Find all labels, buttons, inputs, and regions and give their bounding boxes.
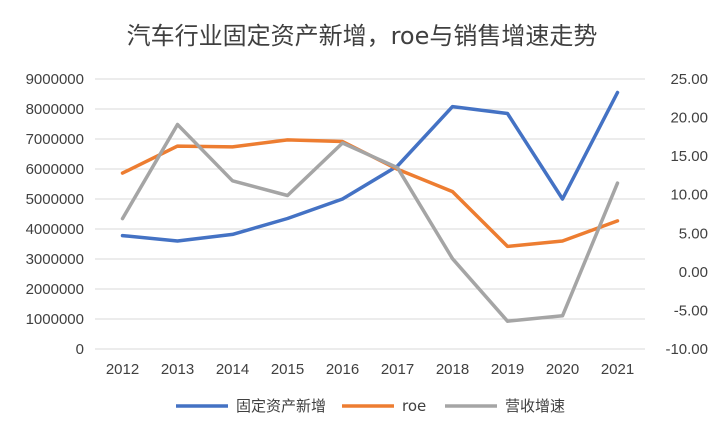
legend: 固定资产新增 roe 营收增速: [176, 397, 565, 415]
legend-label: 营收增速: [505, 397, 565, 415]
x-tick-label: 2021: [601, 361, 634, 378]
x-tick-label: 2018: [436, 361, 469, 378]
left-tick-label: 8000000: [26, 101, 84, 118]
legend-label: roe: [402, 397, 426, 415]
right-axis-ticks: -10.00 -5.00 0.00 5.00 10.00 15.00 20.00 25.00: [665, 71, 708, 358]
left-tick-label: 4000000: [26, 221, 84, 238]
left-axis-ticks: 0 1000000 2000000 3000000 4000000 5000000 6000…: [26, 71, 84, 358]
x-tick-label: 2020: [546, 361, 579, 378]
x-tick-label: 2012: [106, 361, 139, 378]
legend-item: 固定资产新增: [176, 397, 326, 415]
left-tick-label: 6000000: [26, 161, 84, 178]
left-tick-label: 5000000: [26, 191, 84, 208]
legend-item: roe: [342, 397, 426, 415]
legend-label: 固定资产新增: [236, 397, 326, 415]
series-lines: [120, 90, 620, 323]
right-tick-label: 15.00: [670, 148, 708, 165]
x-tick-label: 2014: [216, 361, 249, 378]
x-tick-label: 2019: [491, 361, 524, 378]
right-tick-label: 10.00: [670, 187, 708, 204]
left-tick-label: 3000000: [26, 251, 84, 268]
chart-title: 汽车行业固定资产新增，roe与销售增速走势: [127, 22, 598, 50]
gridlines: [95, 78, 645, 350]
x-tick-label: 2015: [271, 361, 304, 378]
left-tick-label: 0: [76, 341, 84, 358]
right-tick-label: 0.00: [679, 264, 708, 281]
x-axis-ticks: 2012 2013 2014 2015 2016 2017 2018 2019 2020 2021: [106, 361, 634, 378]
left-tick-label: 1000000: [26, 311, 84, 328]
x-tick-label: 2017: [381, 361, 414, 378]
left-tick-label: 9000000: [26, 71, 84, 88]
right-tick-label: 25.00: [670, 71, 708, 88]
legend-item: 营收增速: [445, 397, 565, 415]
right-tick-label: 5.00: [679, 225, 708, 242]
x-tick-label: 2016: [326, 361, 359, 378]
series-line-2: [120, 122, 620, 323]
left-tick-label: 7000000: [26, 131, 84, 148]
right-tick-label: -10.00: [665, 341, 708, 358]
right-tick-label: -5.00: [674, 302, 708, 319]
right-tick-label: 20.00: [670, 110, 708, 127]
series-line-0: [120, 90, 620, 243]
left-tick-label: 2000000: [26, 281, 84, 298]
x-tick-label: 2013: [161, 361, 194, 378]
